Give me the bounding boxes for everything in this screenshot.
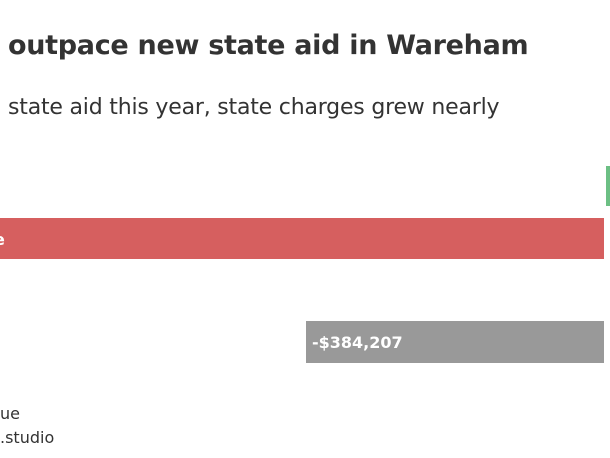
- chart-subtitle: state aid this year, state charges grew …: [8, 95, 500, 120]
- credit-note: .studio: [0, 428, 55, 447]
- bar-state-charges-label-fragment: e: [0, 230, 5, 249]
- bar-new-state-aid: [606, 166, 610, 206]
- bar-net-change-label: -$384,207: [312, 333, 403, 352]
- bar-net-change: [306, 321, 604, 363]
- bar-state-charges: [0, 218, 604, 259]
- source-note: ue: [0, 404, 20, 423]
- chart-title: outpace new state aid in Wareham: [8, 30, 529, 61]
